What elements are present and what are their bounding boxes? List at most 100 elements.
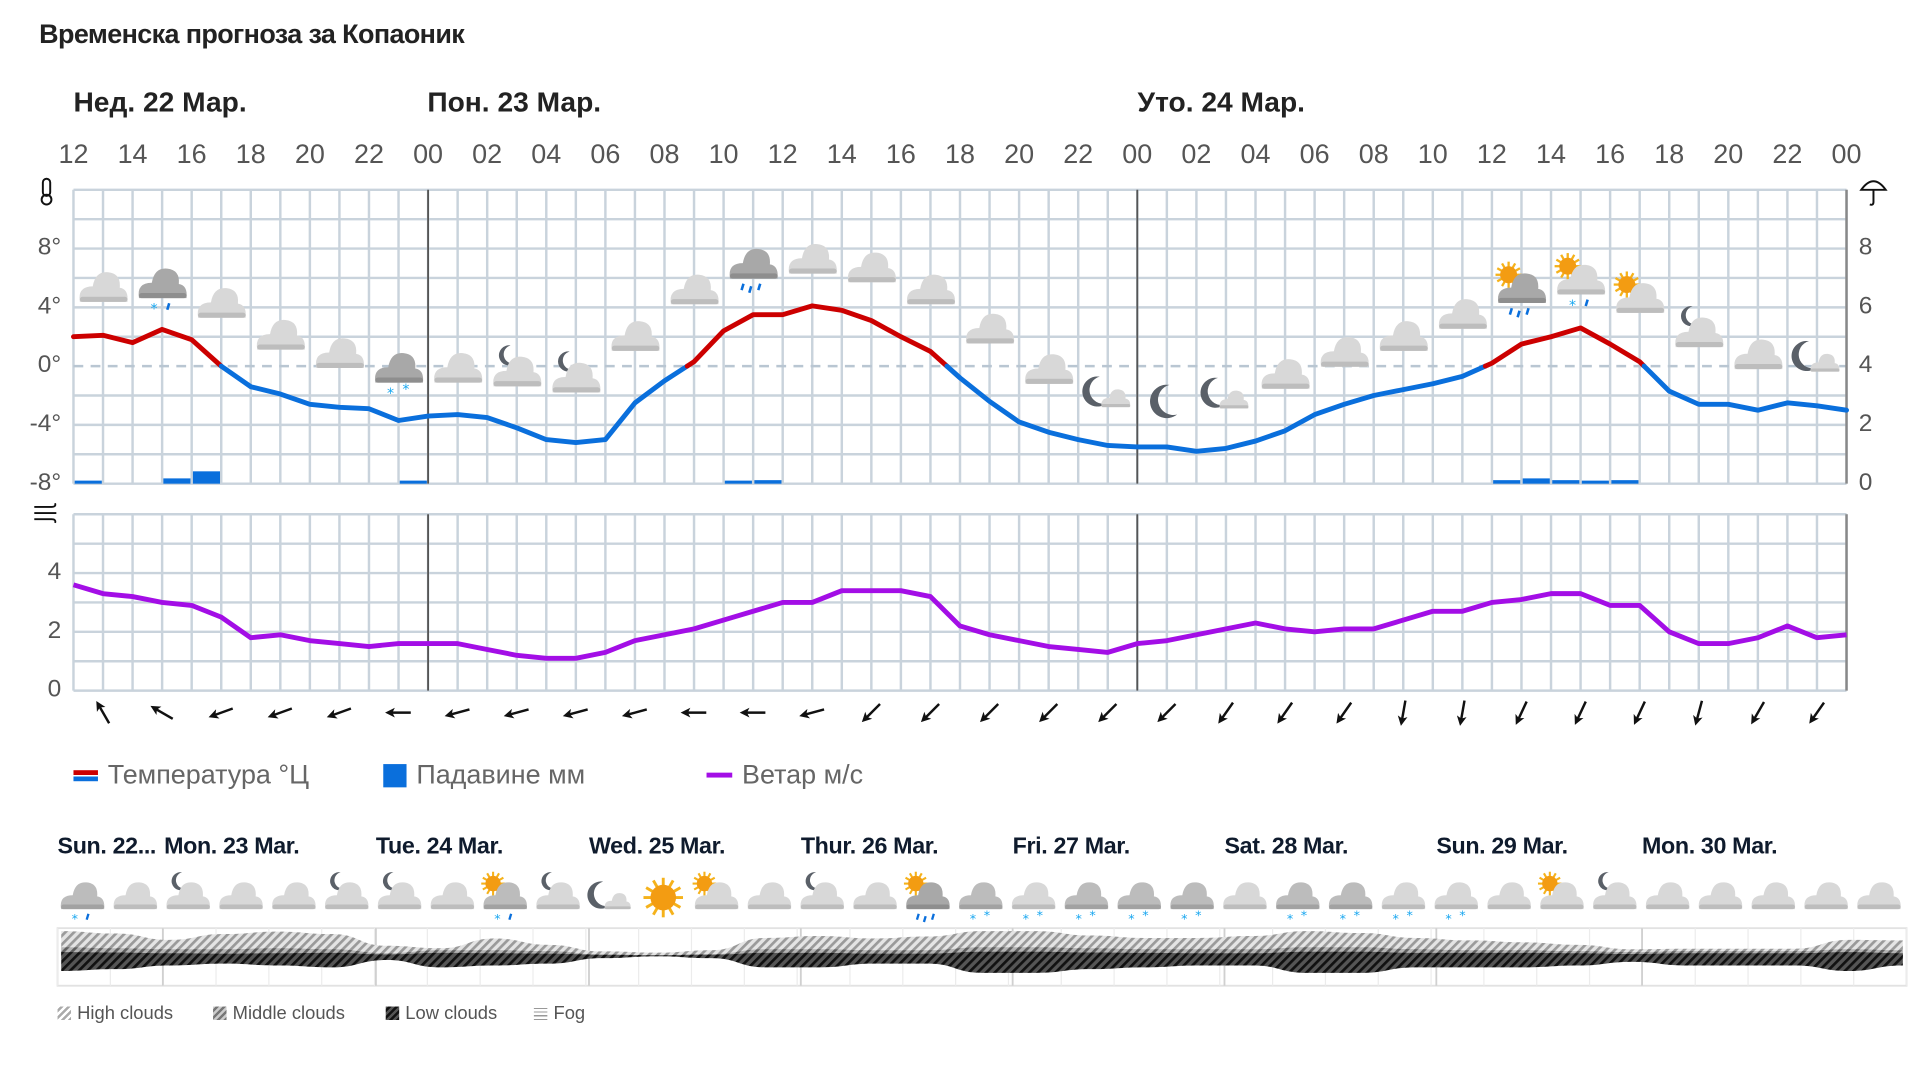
cloud-body bbox=[1011, 882, 1056, 910]
cloud-body bbox=[536, 882, 580, 910]
arrow-head bbox=[385, 707, 395, 718]
cloud-shadow bbox=[536, 904, 580, 910]
moon-crescent bbox=[498, 345, 516, 366]
moon-crescent bbox=[541, 872, 557, 891]
snowflake-icon: * bbox=[1128, 912, 1135, 927]
sun-ray bbox=[486, 889, 491, 895]
sun-ray bbox=[904, 886, 911, 891]
cloud-icon bbox=[315, 338, 365, 368]
precipitation-bar bbox=[1493, 480, 1521, 484]
cloud-icon bbox=[219, 882, 263, 910]
arrow-head bbox=[799, 708, 810, 719]
legend-wind[interactable]: Ветар м/с bbox=[706, 759, 864, 791]
legend-low-clouds: Low clouds bbox=[385, 1003, 497, 1024]
arrow-head bbox=[1277, 712, 1287, 724]
sun-ray bbox=[495, 889, 500, 895]
legend-temperature[interactable]: Температура °Ц bbox=[73, 759, 309, 791]
wind-tick: 2 bbox=[47, 617, 62, 645]
cloud-icon bbox=[1219, 390, 1249, 409]
sun-ray bbox=[709, 876, 716, 882]
cloud-shadow bbox=[1540, 904, 1584, 910]
sun-ray bbox=[918, 889, 923, 895]
cloud-icon bbox=[1011, 882, 1056, 910]
arrow-shaft bbox=[922, 703, 940, 721]
sun-ray bbox=[693, 886, 699, 891]
wind-direction-arrow-icon bbox=[621, 708, 648, 719]
wind-direction-arrow-icon bbox=[562, 708, 588, 719]
hour-tick-label: 02 bbox=[472, 138, 503, 169]
hour-tick-label: 00 bbox=[1122, 138, 1153, 169]
wind-direction-arrow-icon bbox=[1157, 703, 1177, 723]
cloud-icon bbox=[1320, 337, 1369, 367]
sun-ray bbox=[667, 906, 675, 916]
cloud-shadow bbox=[789, 268, 837, 274]
cloudy-dark-rain-icon bbox=[729, 248, 778, 294]
cloud-icon bbox=[138, 268, 187, 299]
sun-ray bbox=[1555, 886, 1561, 891]
sun-ray bbox=[652, 906, 659, 916]
cloudy-icon bbox=[315, 338, 365, 368]
umbrella-canopy bbox=[1859, 180, 1888, 191]
cloud-body bbox=[1328, 882, 1373, 910]
sun-ray bbox=[652, 879, 659, 889]
cloud-body bbox=[1616, 283, 1665, 313]
arrow-head bbox=[1574, 713, 1584, 725]
sun-ray bbox=[1573, 258, 1580, 264]
cloud-shadow bbox=[1382, 904, 1426, 910]
cloud-body bbox=[552, 362, 601, 393]
cloudy-mid-snow-icon: * * bbox=[1064, 882, 1109, 927]
cloud-body bbox=[1645, 882, 1690, 910]
snowflake-icon: * bbox=[1023, 912, 1030, 927]
cloud-shadow bbox=[1380, 345, 1428, 351]
cloudy-snow-icon: * * bbox=[1434, 882, 1479, 927]
precipitation-bar bbox=[192, 471, 221, 484]
cloud-icon bbox=[1810, 353, 1840, 372]
sun-ray bbox=[486, 872, 491, 879]
raindrop-icon bbox=[1584, 299, 1589, 307]
hour-tick-label: 06 bbox=[1299, 138, 1330, 169]
wind-direction-arrow-icon bbox=[326, 707, 352, 719]
precipitation-swatch-icon bbox=[383, 763, 407, 787]
cloud-icon bbox=[1328, 882, 1373, 910]
hour-tick-label: 00 bbox=[1831, 138, 1862, 169]
moon-crescent bbox=[382, 872, 398, 891]
temperature-line bbox=[71, 326, 224, 369]
cloudy-dark-sleet-icon: * bbox=[138, 268, 187, 318]
arrow-head bbox=[503, 708, 515, 719]
arrow-shaft bbox=[153, 706, 174, 720]
wind-swatch-icon bbox=[706, 772, 733, 778]
high-clouds-band bbox=[61, 931, 1903, 956]
sun-icon bbox=[1537, 871, 1562, 896]
cloud-shadow bbox=[483, 904, 527, 910]
cloud-shadow bbox=[61, 904, 105, 910]
cloudy-icon bbox=[219, 882, 263, 910]
hour-tick-label: 18 bbox=[235, 138, 266, 169]
cloud-body bbox=[1734, 339, 1783, 370]
cloudy-icon bbox=[670, 274, 719, 305]
hour-tick-label: 20 bbox=[1004, 138, 1035, 169]
cloud-body bbox=[1810, 353, 1840, 372]
cloudy-mid-snow-icon: * * bbox=[958, 882, 1003, 927]
snowflake-icon: * bbox=[1406, 909, 1413, 924]
sun-ray bbox=[667, 879, 675, 889]
cloud-shadow bbox=[1675, 342, 1724, 348]
sun-ray bbox=[1560, 254, 1565, 261]
legend-precipitation[interactable]: Падавине мм bbox=[383, 759, 585, 791]
cloud-icon bbox=[272, 882, 316, 910]
moon-icon bbox=[587, 881, 610, 909]
cloud-shadow bbox=[1117, 904, 1161, 910]
cloudy-snow-icon: * * bbox=[1381, 882, 1426, 927]
cloudy-icon bbox=[1734, 339, 1783, 370]
temp-tick: 0° bbox=[37, 351, 62, 379]
cloudy-icon bbox=[1379, 321, 1428, 351]
legend-label: Ветар м/с bbox=[742, 759, 864, 790]
moon-small-cloud-icon bbox=[1791, 340, 1840, 372]
wind-direction-arrow-icon bbox=[444, 708, 470, 719]
moon-icon bbox=[558, 351, 575, 372]
sun-disc bbox=[1618, 276, 1636, 294]
sun-ray bbox=[1619, 290, 1624, 297]
moon-cloud-icon bbox=[324, 872, 369, 910]
sun-ray bbox=[697, 889, 702, 895]
cloud-body bbox=[1025, 354, 1074, 384]
low-clouds-swatch-icon bbox=[385, 1006, 400, 1021]
